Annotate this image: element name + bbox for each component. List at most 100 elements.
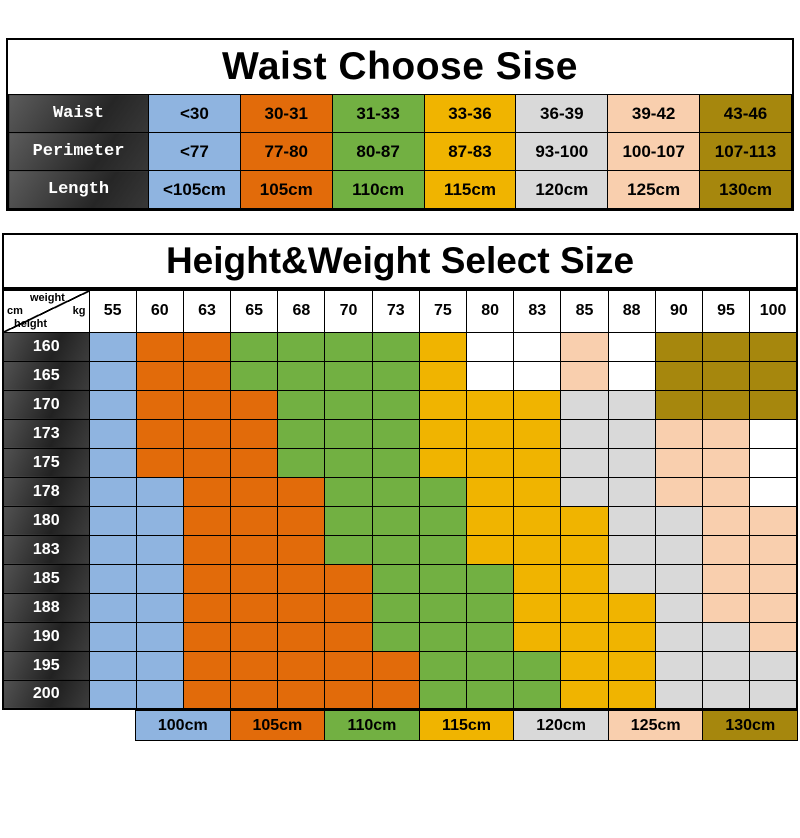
size-grid-cell (701, 621, 751, 652)
size-grid-cell (418, 650, 468, 681)
size-grid-cell (182, 360, 232, 391)
waist-cell: <105cm (148, 170, 241, 209)
size-grid-cell (654, 650, 703, 681)
size-grid-cell (324, 447, 373, 478)
size-grid-cell (560, 621, 609, 652)
corner-kg-label: kg (72, 305, 86, 317)
size-grid-cell (324, 621, 373, 652)
size-grid-cell (465, 331, 515, 362)
grid-row: 185 (2, 563, 798, 594)
height-header-cell: 188 (2, 592, 90, 623)
size-grid-cell (749, 418, 798, 449)
size-grid-cell (513, 534, 562, 565)
size-grid-cell (749, 621, 798, 652)
weight-header-cell: 75 (418, 289, 468, 333)
waist-cell: 130cm (699, 170, 792, 209)
size-grid-cell (324, 476, 373, 507)
size-grid-cell (654, 360, 703, 391)
size-grid-cell (371, 592, 420, 623)
size-grid-cell (277, 360, 326, 391)
weight-header-cell: 80 (465, 289, 515, 333)
waist-table: Waist <30 30-31 31-33 33-36 36-39 39-42 43-46 Pe… (8, 94, 792, 209)
size-grid-cell (88, 592, 137, 623)
waist-cell: 39-42 (607, 94, 701, 133)
size-grid-cell (182, 534, 232, 565)
waist-cell: 87-83 (423, 132, 517, 171)
size-grid-cell (701, 389, 751, 420)
size-grid-cell (654, 592, 703, 623)
waist-cell: <77 (148, 132, 241, 171)
size-grid-cell (371, 650, 420, 681)
size-grid-cell (324, 592, 373, 623)
size-grid-cell (371, 621, 420, 652)
size-grid-cell (230, 331, 279, 362)
size-grid-cell (607, 563, 656, 594)
size-grid-cell (560, 331, 609, 362)
size-grid-cell (654, 331, 703, 362)
size-grid-cell (418, 621, 468, 652)
size-grid-cell (560, 360, 609, 391)
size-grid-cell (749, 476, 798, 507)
weight-header-cell: 88 (607, 289, 656, 333)
size-grid-cell (465, 389, 515, 420)
size-grid-cell (560, 679, 609, 710)
height-header-cell: 200 (2, 679, 90, 710)
waist-row-label: Perimeter (8, 132, 149, 171)
size-grid-cell (135, 592, 184, 623)
size-grid-cell (654, 447, 703, 478)
size-grid-cell (607, 505, 656, 536)
size-grid-cell (418, 505, 468, 536)
size-grid-cell (277, 563, 326, 594)
size-grid-cell (135, 331, 184, 362)
size-grid-cell (88, 650, 137, 681)
waist-table-row: Perimeter <77 77-80 80-87 87-83 93-100 100-107… (8, 132, 792, 171)
size-grid-cell (418, 447, 468, 478)
size-grid-cell (749, 389, 798, 420)
size-grid-cell (230, 389, 279, 420)
size-grid-cell (324, 418, 373, 449)
size-grid-cell (277, 389, 326, 420)
size-grid-cell (230, 360, 279, 391)
grid-row: 188 (2, 592, 798, 623)
size-grid-cell (230, 563, 279, 594)
legend-item: 130cm (702, 710, 799, 741)
legend-item: 125cm (607, 710, 704, 741)
weight-header-cell: 60 (135, 289, 184, 333)
size-grid-cell (701, 592, 751, 623)
grid-row: 160 (2, 331, 798, 362)
waist-cell: 105cm (239, 170, 333, 209)
size-grid-cell (701, 360, 751, 391)
size-grid-cell (513, 563, 562, 594)
size-grid-cell (88, 621, 137, 652)
legend-item: 110cm (324, 710, 420, 741)
size-grid-cell (182, 476, 232, 507)
size-grid-cell (513, 592, 562, 623)
size-grid-cell (182, 679, 232, 710)
size-grid-cell (182, 418, 232, 449)
legend-item: 105cm (229, 710, 326, 741)
grid-corner-cell: weight kg cm height (2, 289, 90, 333)
size-grid-cell (513, 505, 562, 536)
size-grid-cell (701, 476, 751, 507)
weight-header-cell: 70 (324, 289, 373, 333)
size-grid-cell (88, 331, 137, 362)
height-header-cell: 190 (2, 621, 90, 652)
weight-header-cell: 95 (701, 289, 751, 333)
grid-row: 180 (2, 505, 798, 536)
size-grid-cell (88, 563, 137, 594)
waist-cell: 31-33 (331, 94, 425, 133)
size-grid-cell (749, 534, 798, 565)
size-grid-cell (277, 621, 326, 652)
size-grid-cell (560, 563, 609, 594)
size-grid-cell (277, 418, 326, 449)
height-header-cell: 160 (2, 331, 90, 362)
size-grid-cell (230, 505, 279, 536)
size-grid-cell (182, 592, 232, 623)
grid-row: 195 (2, 650, 798, 681)
size-grid-cell (513, 679, 562, 710)
size-grid-cell (135, 418, 184, 449)
size-grid-cell (607, 447, 656, 478)
waist-size-table-section: Waist Choose Sise Waist <30 30-31 31-33 33-3… (6, 38, 794, 211)
size-grid-cell (324, 389, 373, 420)
size-grid-cell (88, 360, 137, 391)
